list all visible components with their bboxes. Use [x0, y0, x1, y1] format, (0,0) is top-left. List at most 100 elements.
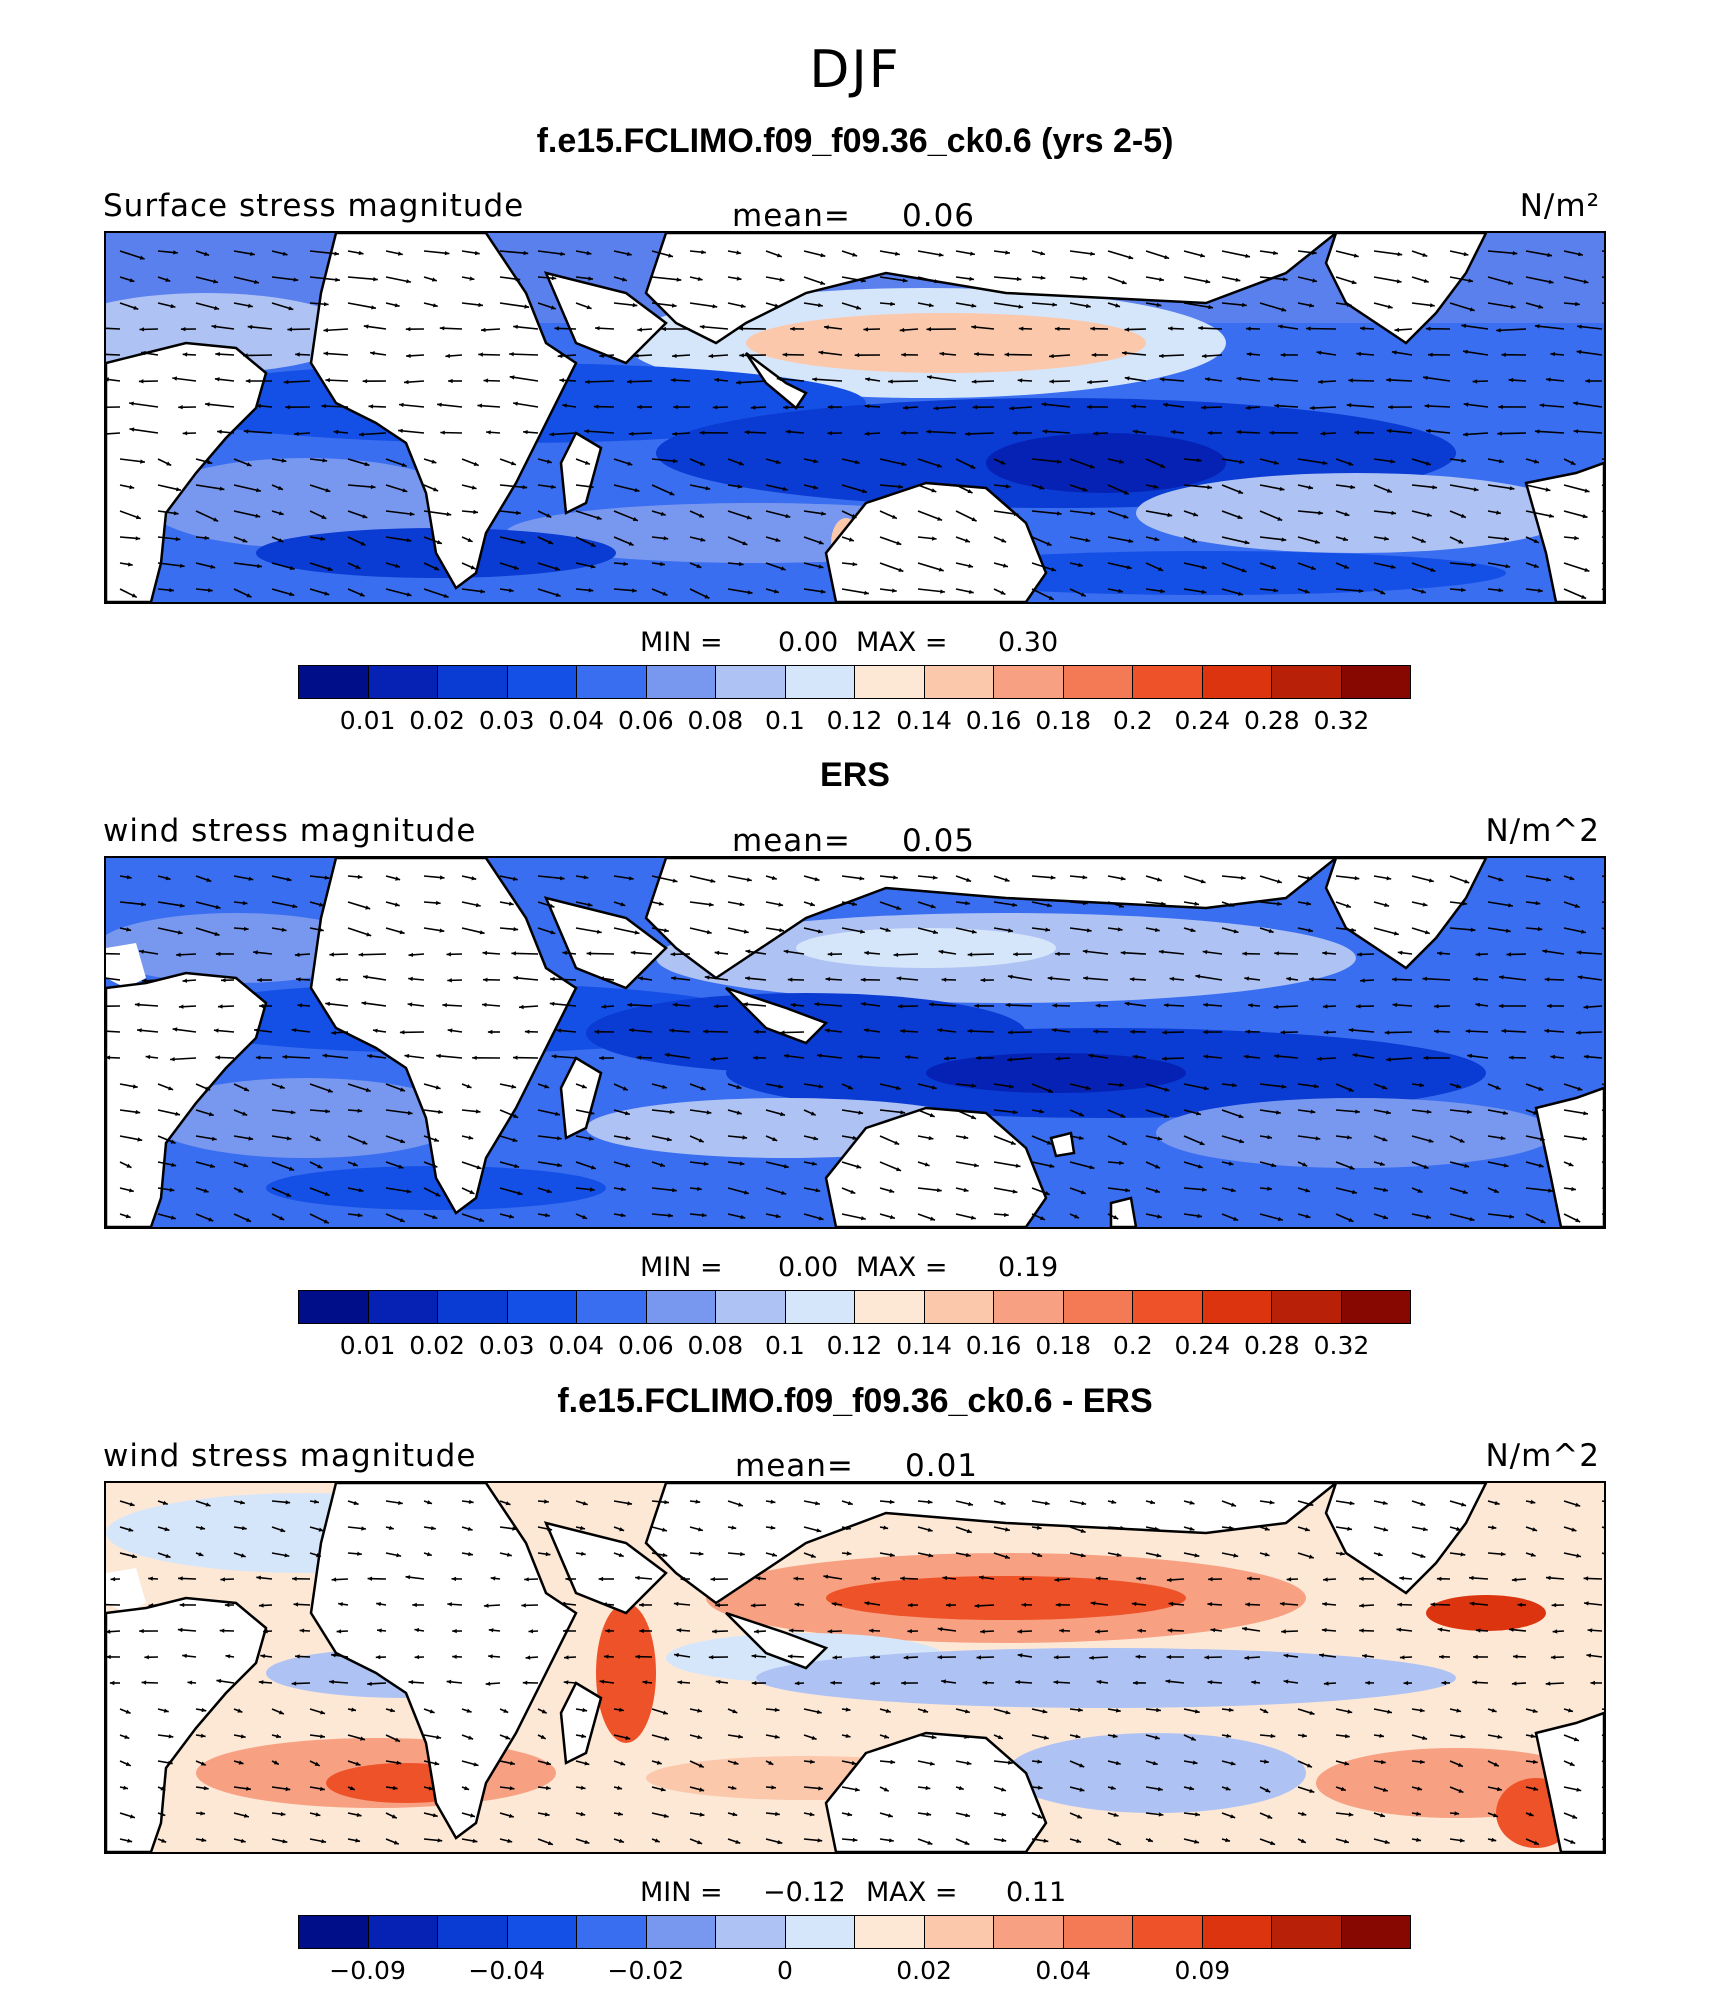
vector-arrowhead: [1468, 278, 1473, 283]
colorbar-tick-label: 0.14: [896, 706, 952, 735]
vector-arrowhead: [672, 431, 677, 436]
vector-arrowhead: [966, 1529, 972, 1534]
vector-arrowhead: [639, 1628, 644, 1634]
vector-arrowhead: [182, 431, 188, 436]
vector-arrowhead: [588, 484, 594, 489]
vector-arrowhead: [1576, 1030, 1581, 1035]
vector-arrowhead: [1120, 876, 1126, 881]
vector-arrowhead: [466, 1084, 472, 1089]
vector-arrowhead: [1001, 1812, 1007, 1817]
vector-arrowhead: [294, 431, 299, 436]
vector-arrowhead: [1316, 1056, 1322, 1061]
vector-arrowhead: [544, 1812, 550, 1817]
vector-arrowhead: [367, 1576, 373, 1581]
vector-arrowhead: [587, 902, 593, 907]
vector-arrow: [509, 353, 539, 356]
vector-arrowhead: [442, 1003, 447, 1008]
vector-arrowhead: [824, 325, 829, 330]
vector-arrowhead: [701, 1213, 707, 1218]
vector-arrowhead: [1392, 1002, 1398, 1008]
vector-arrow: [1497, 432, 1527, 435]
vector-arrowhead: [1550, 1655, 1556, 1660]
vector-arrowhead: [1348, 1812, 1354, 1817]
vector-arrowhead: [1116, 1552, 1122, 1557]
vector-arrowhead: [1053, 1680, 1059, 1685]
vector-arrowhead: [599, 1055, 604, 1061]
vector-arrowhead: [847, 1812, 853, 1817]
continents: [106, 233, 1604, 602]
vector-arrowhead: [890, 301, 895, 307]
vector-arrowhead: [1517, 1602, 1523, 1607]
vector-arrowhead: [668, 253, 673, 258]
vector-arrowhead: [1243, 1054, 1249, 1059]
vector-arrowhead: [361, 1526, 366, 1531]
vector-arrowhead: [1090, 251, 1095, 256]
vector-arrowhead: [1170, 429, 1176, 435]
vector-arrowhead: [1057, 511, 1062, 516]
vector-arrowhead: [563, 1680, 569, 1685]
vector-arrowhead: [548, 540, 554, 544]
vector-arrowhead: [890, 1759, 896, 1765]
vector-arrowhead: [137, 1028, 142, 1033]
vector-arrowhead: [814, 1002, 819, 1007]
vector-arrowhead: [432, 303, 438, 308]
vector-arrowhead: [896, 905, 902, 910]
vector-arrowhead: [412, 1602, 417, 1608]
vector-arrowhead: [1467, 1053, 1472, 1059]
vector-arrowhead: [207, 460, 213, 465]
vector-arrowhead: [1344, 1839, 1349, 1844]
vector-arrowhead: [1004, 877, 1010, 882]
vector-arrowhead: [1456, 1708, 1462, 1713]
vector-arrowhead: [850, 1189, 856, 1194]
vector-arrowhead: [927, 375, 932, 380]
vector-arrowhead: [240, 1553, 246, 1558]
vector-arrowhead: [1201, 405, 1206, 410]
vector-arrowhead: [617, 1785, 622, 1790]
colorbar-swatch: [368, 666, 438, 698]
vector-arrowhead: [743, 929, 749, 934]
vector-arrowhead: [970, 1215, 976, 1220]
vector-arrowhead: [700, 1086, 706, 1091]
vector-arrowhead: [396, 1760, 402, 1765]
vector-arrowhead: [1088, 1053, 1094, 1058]
vector-arrowhead: [1356, 351, 1361, 357]
vector-arrowhead: [893, 875, 898, 880]
vector-arrowhead: [329, 952, 334, 957]
vector-arrowhead: [132, 1084, 138, 1089]
vector-arrowhead: [852, 252, 858, 257]
vector-arrowhead: [1132, 1054, 1138, 1059]
vector-arrowhead: [470, 565, 476, 570]
vector-arrowhead: [208, 588, 213, 593]
vector-arrowhead: [901, 461, 907, 466]
vector-arrowhead: [1001, 538, 1007, 543]
vector-arrowhead: [1458, 1788, 1464, 1793]
vector-arrowhead: [471, 485, 477, 490]
vector-arrowhead: [1348, 378, 1353, 383]
vector-arrowhead: [1416, 1837, 1421, 1842]
vector-arrowhead: [106, 377, 109, 382]
vector-arrowhead: [1568, 1708, 1573, 1713]
vector-arrowhead: [263, 1629, 268, 1634]
vector-arrowhead: [712, 304, 718, 309]
vector-arrowhead: [790, 1002, 796, 1008]
vector-arrowhead: [1230, 1761, 1236, 1766]
vector-arrowhead: [544, 1084, 550, 1089]
vector-arrowhead: [851, 513, 857, 518]
vector-arrowhead: [1343, 536, 1348, 542]
vector-arrowhead: [755, 1576, 761, 1581]
vector-arrowhead: [1048, 595, 1054, 600]
vector-arrowhead: [827, 404, 833, 410]
vector-arrowhead: [664, 1736, 670, 1741]
vector-arrowhead: [182, 978, 188, 983]
vector-arrowhead: [1322, 1004, 1328, 1009]
vector-arrowhead: [286, 877, 292, 882]
vector-arrowhead: [746, 877, 752, 882]
vector-arrowhead: [937, 1188, 942, 1193]
vector-arrowhead: [401, 462, 407, 467]
vector-arrowhead: [260, 1654, 266, 1659]
vector-arrowhead: [131, 593, 137, 598]
vector-arrowhead: [256, 488, 261, 493]
vector-arrowhead: [510, 1761, 515, 1766]
vector-arrowhead: [832, 1655, 838, 1660]
vector-arrow: [243, 430, 273, 434]
